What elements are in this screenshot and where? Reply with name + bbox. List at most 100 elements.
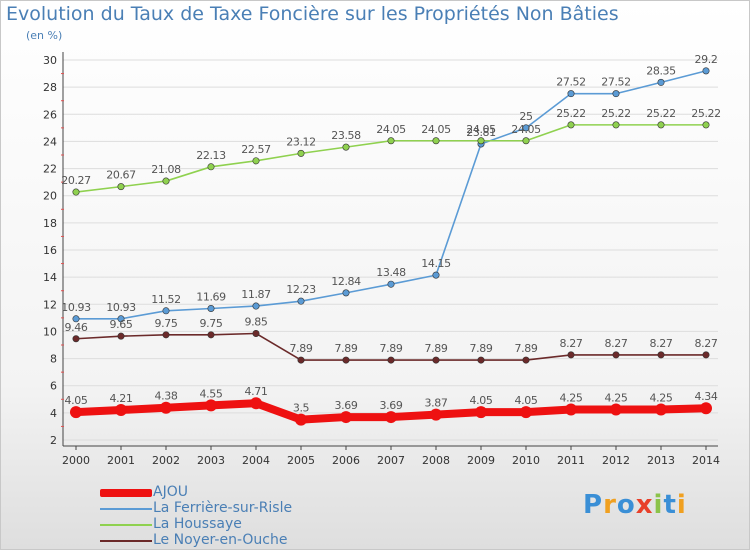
x-tick-label: 2005 xyxy=(287,454,315,467)
data-point xyxy=(250,397,262,410)
data-label: 4.05 xyxy=(65,394,88,407)
data-label: 7.89 xyxy=(515,342,538,355)
data-label: 11.52 xyxy=(151,293,181,306)
data-label: 7.89 xyxy=(290,342,313,355)
legend-swatch xyxy=(100,508,152,510)
data-label: 22.57 xyxy=(241,143,271,156)
data-label: 24.05 xyxy=(511,123,541,136)
data-label: 4.71 xyxy=(245,385,268,398)
data-label: 20.27 xyxy=(61,174,91,187)
brand-letter: t xyxy=(663,490,677,520)
brand-letter: r xyxy=(603,490,617,520)
y-tick-label: 20 xyxy=(43,190,57,203)
data-point xyxy=(387,137,395,145)
legend-label: AJOU xyxy=(153,484,188,500)
data-point xyxy=(522,124,530,132)
data-point xyxy=(385,411,397,424)
brand-letter: o xyxy=(616,490,636,520)
x-tick-label: 2003 xyxy=(197,454,225,467)
legend-swatch xyxy=(100,489,152,497)
data-point xyxy=(657,78,665,86)
data-label: 20.67 xyxy=(106,169,136,182)
data-label: 12.23 xyxy=(286,283,316,296)
x-tick-label: 2008 xyxy=(422,454,450,467)
data-point xyxy=(72,335,80,343)
data-point xyxy=(117,315,125,323)
data-label: 10.93 xyxy=(61,301,91,314)
data-label: 10.93 xyxy=(106,301,136,314)
brand-letter: x xyxy=(635,490,654,520)
data-label: 3.87 xyxy=(425,397,448,410)
data-point xyxy=(207,304,215,312)
data-label: 7.89 xyxy=(380,342,403,355)
data-label: 28.35 xyxy=(646,64,676,77)
data-point xyxy=(475,406,487,419)
data-point xyxy=(115,404,127,417)
data-label: 25.22 xyxy=(646,107,676,120)
data-label: 4.21 xyxy=(110,392,133,405)
x-tick-label: 2007 xyxy=(377,454,405,467)
data-point xyxy=(342,289,350,297)
data-label: 4.25 xyxy=(605,391,628,404)
legend-item-le-noyer-en-ouche: Le Noyer-en-Ouche xyxy=(100,532,360,549)
data-point xyxy=(567,351,575,359)
data-point xyxy=(567,90,575,98)
data-point xyxy=(252,329,260,337)
data-label: 27.52 xyxy=(556,76,586,89)
x-tick-label: 2001 xyxy=(107,454,135,467)
data-point xyxy=(205,399,217,412)
data-point xyxy=(252,157,260,165)
data-point xyxy=(477,137,485,145)
data-point xyxy=(565,403,577,416)
data-label: 7.89 xyxy=(335,342,358,355)
data-point xyxy=(295,413,307,426)
data-label: 22.13 xyxy=(196,149,226,162)
data-point xyxy=(522,356,530,364)
y-tick-label: 28 xyxy=(43,81,57,94)
x-tick-label: 2006 xyxy=(332,454,360,467)
y-tick-label: 30 xyxy=(43,54,57,67)
data-label: 9.75 xyxy=(155,317,178,330)
data-label: 8.27 xyxy=(650,337,673,350)
chart-title: Evolution du Taux de Taxe Foncière sur l… xyxy=(6,3,619,25)
x-tick-label: 2013 xyxy=(647,454,675,467)
data-label: 14.15 xyxy=(421,257,451,270)
data-label: 24.05 xyxy=(376,123,406,136)
y-tick-label: 4 xyxy=(50,407,57,420)
data-label: 25.22 xyxy=(556,107,586,120)
data-point xyxy=(117,183,125,191)
data-point xyxy=(387,356,395,364)
data-point xyxy=(342,356,350,364)
data-label: 9.65 xyxy=(110,318,133,331)
data-point xyxy=(655,403,667,416)
x-tick-label: 2009 xyxy=(467,454,495,467)
data-label: 11.69 xyxy=(196,290,226,303)
data-point xyxy=(162,177,170,185)
brand-letter: i xyxy=(653,490,664,520)
data-point xyxy=(207,163,215,171)
brand-letter: P xyxy=(583,490,604,520)
data-label: 25.22 xyxy=(601,107,631,120)
legend: AJOU La Ferrière-sur-Risle La Houssaye L… xyxy=(100,484,360,549)
data-point xyxy=(297,149,305,157)
data-label: 4.05 xyxy=(470,394,493,407)
data-label: 8.27 xyxy=(560,337,583,350)
data-label: 9.85 xyxy=(245,315,268,328)
data-label: 4.34 xyxy=(695,390,718,403)
data-point xyxy=(207,331,215,339)
y-tick-label: 12 xyxy=(43,298,57,311)
data-point xyxy=(297,297,305,305)
data-label: 4.25 xyxy=(650,391,673,404)
x-tick-label: 2010 xyxy=(512,454,540,467)
data-label: 3.5 xyxy=(293,402,310,415)
data-point xyxy=(520,406,532,419)
data-point xyxy=(162,307,170,315)
data-label: 12.84 xyxy=(331,275,361,288)
y-tick-label: 10 xyxy=(43,325,57,338)
legend-item-ajou: AJOU xyxy=(100,484,360,501)
data-point xyxy=(612,351,620,359)
data-point xyxy=(387,280,395,288)
x-tick-label: 2002 xyxy=(152,454,180,467)
data-point xyxy=(432,356,440,364)
